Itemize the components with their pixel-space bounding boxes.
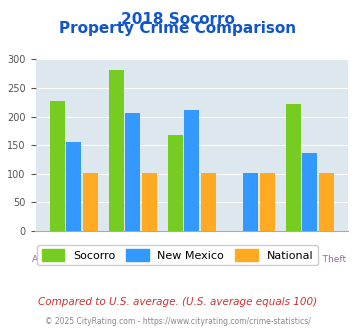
Text: Burglary: Burglary [114, 247, 152, 256]
Bar [201, 173, 216, 231]
Bar [184, 110, 199, 231]
Bar [125, 113, 140, 231]
Legend: Socorro, New Mexico, National: Socorro, New Mexico, National [38, 245, 317, 265]
Bar [260, 173, 275, 231]
Text: Compared to U.S. average. (U.S. average equals 100): Compared to U.S. average. (U.S. average … [38, 297, 317, 307]
Text: 2018 Socorro: 2018 Socorro [121, 12, 234, 26]
Bar [318, 173, 334, 231]
Text: © 2025 CityRating.com - https://www.cityrating.com/crime-statistics/: © 2025 CityRating.com - https://www.city… [45, 317, 310, 326]
Text: Motor Vehicle Theft: Motor Vehicle Theft [148, 255, 236, 264]
Text: All Property Crime: All Property Crime [32, 255, 115, 264]
Text: Larceny & Theft: Larceny & Theft [274, 255, 346, 264]
Bar [83, 173, 98, 231]
Text: Arson: Arson [238, 247, 263, 256]
Text: Property Crime Comparison: Property Crime Comparison [59, 21, 296, 36]
Bar [286, 104, 301, 231]
Bar [142, 173, 157, 231]
Bar [243, 173, 258, 231]
Bar [66, 142, 81, 231]
Bar [50, 101, 65, 231]
Bar [302, 153, 317, 231]
Bar [168, 135, 183, 231]
Bar [109, 70, 124, 231]
